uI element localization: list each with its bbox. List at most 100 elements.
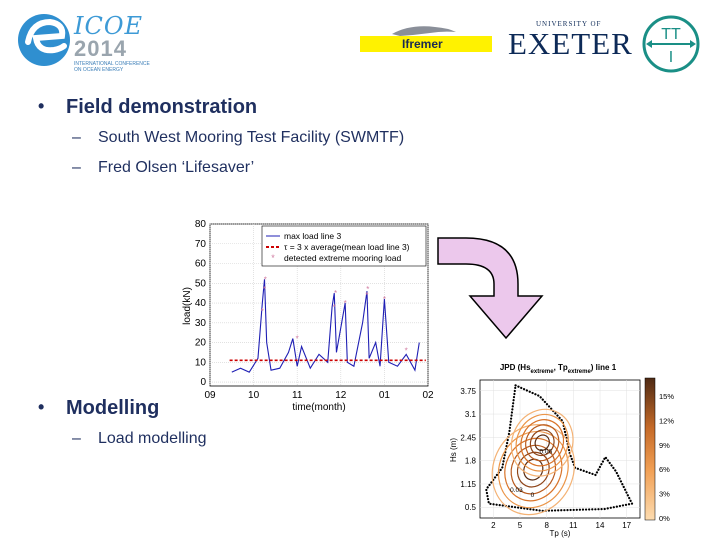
extreme-marker: * [264,275,267,284]
load-chart-y-ticks: 0 10 20 30 40 50 60 70 80 [195,219,207,388]
ifremer-band [360,36,492,52]
contour-label: 0.06 [539,448,552,455]
colorbar-tick-label: 0% [659,514,670,523]
extreme-marker: * [383,295,386,304]
exeter-main-text: EXETER [508,26,633,61]
subitem-label: South West Mooring Test Facility (SWMTF) [98,129,405,146]
tti-circle-icon: TT I [642,15,700,73]
jpd-contour-chart: JPD (Hsextreme, Tpextreme) line 1 0.060.… [449,363,674,538]
load-chart-xlabel: time(month) [292,402,345,413]
y-tick-label: 50 [195,278,207,289]
y-tick-label: 80 [195,219,207,230]
extreme-marker: * [366,285,369,294]
x-tick-label: 17 [622,521,631,530]
extreme-marker: * [333,303,336,312]
y-tick-label: 3.75 [460,387,476,396]
colorbar-tick-label: 6% [659,465,670,474]
colorbar-tick-label: 3% [659,490,670,499]
extreme-marker: * [334,289,337,298]
dash-marker: – [72,129,81,146]
y-tick-label: 10 [195,357,207,368]
contour-line [497,430,569,509]
y-tick-label: 1.15 [460,480,476,489]
x-tick-label: 12 [335,390,347,401]
colorbar-tick-label: 9% [659,441,670,450]
ifremer-logo: Ifremer [360,22,492,54]
jpd-colorbar: 0% 3% 6% 9% 12% 15% [644,377,674,523]
extreme-marker: * [405,346,408,355]
x-tick-label: 02 [422,390,434,401]
legend-label: τ = 3 x average(mean load line 3) [284,242,410,252]
jpd-xlabel: Tp (s) [550,529,571,538]
contour-label: 0.03 [510,487,523,494]
x-tick-label: 11 [569,521,578,530]
icoe-subtitle-line1: INTERNATIONAL CONFERENCE [74,61,150,67]
legend-label: max load line 3 [284,231,341,241]
legend-box [261,225,427,267]
x-tick-label: 14 [596,521,605,530]
dash-marker: – [72,430,81,447]
colorbar-tick-label: 12% [659,416,674,425]
tti-top-text: TT [661,26,681,43]
icoe-title: ICOE [74,12,144,40]
y-tick-label: 0.5 [465,503,477,512]
x-tick-label: 10 [248,390,260,401]
contour-line [525,424,560,462]
extreme-marker: * [261,307,264,316]
extreme-marker: * [263,285,266,294]
jpd-ylabel: Hs (m) [449,438,458,462]
contour-line [534,434,550,452]
y-tick-label: 60 [195,259,207,270]
load-chart-ylabel: load(kN) [182,287,193,325]
icoe-subtitle-line2: ON OCEAN ENERGY [74,67,124,73]
extreme-marker: * [365,291,368,300]
contour-line [510,444,557,495]
icoe-e-swirl-icon [18,14,70,66]
colorbar-rect [644,377,656,521]
colorbar-tick-label: 15% [659,392,674,401]
y-tick-label: 3.1 [465,410,477,419]
icoe-subtitle: INTERNATIONAL CONFERENCE ON OCEAN ENERGY [74,61,154,73]
bullet-label: Modelling [66,397,160,419]
x-tick-label: 2 [491,521,496,530]
tti-logo: TT I [640,14,702,74]
load-chart-legend: max load line 3τ = 3 x average(mean load… [261,225,427,267]
x-tick-label: 09 [204,390,216,401]
ifremer-text: Ifremer [402,37,443,51]
subitem-label: Load modelling [98,430,207,447]
jpd-y-ticks: 0.5 1.15 1.8 2.45 3.1 3.75 [460,387,476,512]
y-tick-label: 0 [200,377,206,388]
contour-line [510,408,574,477]
jpd-frame [479,379,641,519]
contour-line [529,429,555,457]
subitem-label: Fred Olsen ‘Lifesaver’ [98,159,255,176]
exeter-logo: UNIVERSITY OF EXETER [506,20,632,61]
y-tick-label: 70 [195,239,207,250]
jpd-contours: 0.06 0.03 0 [485,383,634,516]
contour-line [516,451,550,488]
y-tick-label: 30 [195,318,207,329]
extreme-marker: * [296,335,299,344]
y-tick-label: 2.45 [460,433,476,442]
legend-swatch-marker: * [271,253,275,263]
x-tick-label: 5 [518,521,523,530]
x-tick-label: 8 [544,521,549,530]
contour-envelope [485,383,634,512]
icoe-year: 2014 [74,36,127,61]
x-tick-label: 11 [292,390,303,401]
bullet-label: Field demonstration [66,96,258,118]
extreme-marker: * [344,299,347,308]
jpd-x-ticks: 2 5 8 11 14 17 [491,521,632,530]
jpd-title: JPD (Hsextreme, Tpextreme) line 1 [500,363,617,375]
y-tick-label: 20 [195,338,207,349]
flow-arrow-icon [437,237,544,340]
legend-label: detected extreme mooring load [284,253,401,263]
contour-line [504,437,563,502]
dolphin-icon [392,26,456,36]
dash-marker: – [72,159,81,176]
series-max-load-line [231,279,420,373]
contour-line [520,419,565,467]
exeter-top-text: UNIVERSITY OF [536,20,602,28]
contour-label: 0 [531,492,535,499]
